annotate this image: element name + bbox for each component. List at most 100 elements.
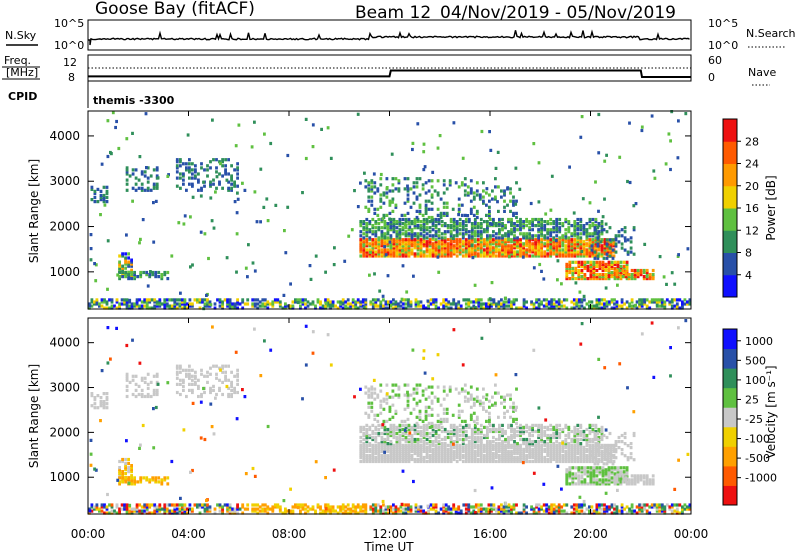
echo-cell (102, 404, 106, 408)
echo-cell (411, 141, 415, 145)
echo-cell (594, 445, 598, 449)
echo-cell (120, 503, 124, 507)
echo-cell (549, 440, 553, 444)
echo-cell (436, 213, 440, 217)
echo-cell (568, 266, 572, 270)
echo-cell (630, 306, 634, 310)
echo-cell (576, 236, 580, 240)
echo-cell (550, 306, 554, 310)
echo-cell (155, 388, 159, 392)
echo-cell (640, 128, 644, 133)
echo-cell (594, 442, 598, 446)
echo-cell (284, 251, 288, 255)
echo-cell (425, 254, 429, 258)
echo-cell (116, 273, 120, 277)
echo-cell (503, 395, 506, 399)
echo-cell (618, 304, 621, 308)
echo-cell (422, 150, 426, 154)
echo-cell (558, 250, 562, 254)
echo-cell (458, 222, 462, 226)
echo-cell (582, 232, 586, 236)
echo-cell (105, 505, 109, 509)
echo-cell (555, 248, 559, 252)
echo-cell (596, 444, 600, 448)
echo-cell (525, 234, 528, 238)
echo-cell (558, 248, 562, 252)
echo-cell (392, 431, 396, 436)
echo-cell (620, 228, 624, 232)
echo-cell (574, 476, 578, 480)
echo-cell (455, 240, 459, 244)
echo-cell (175, 170, 179, 174)
echo-cell (573, 437, 577, 442)
echo-cell (582, 250, 586, 254)
echo-cell (486, 246, 489, 250)
echo-cell (398, 427, 402, 432)
echo-cell (266, 219, 270, 223)
echo-cell (413, 234, 417, 238)
echo-cell (377, 442, 381, 446)
echo-cell (586, 260, 590, 264)
echo-cell (221, 158, 224, 162)
echo-cell (573, 226, 577, 230)
echo-cell (422, 224, 426, 228)
echo-cell (404, 244, 408, 248)
echo-cell (395, 242, 399, 246)
echo-cell (413, 226, 417, 230)
echo-cell (430, 385, 434, 389)
echo-cell (576, 423, 580, 427)
echo-cell (271, 302, 275, 306)
echo-cell (442, 304, 446, 308)
echo-cell (278, 300, 282, 304)
echo-cell (619, 270, 623, 275)
echo-cell (442, 411, 446, 415)
echo-cell (365, 252, 369, 256)
echo-cell (359, 222, 363, 226)
echo-cell (467, 300, 471, 304)
echo-cell (588, 429, 592, 434)
echo-cell (501, 431, 504, 436)
echo-cell (534, 429, 537, 434)
echo-cell (383, 425, 387, 429)
echo-cell (461, 425, 465, 429)
echo-cell (600, 449, 604, 453)
echo-cell (188, 158, 191, 162)
echo-cell (498, 425, 501, 429)
echo-cell (555, 226, 559, 230)
echo-cell (504, 451, 507, 456)
echo-cell (442, 306, 446, 310)
echo-cell (218, 298, 222, 302)
echo-cell (604, 222, 608, 226)
echo-cell (489, 240, 492, 244)
echo-cell (540, 242, 543, 246)
echo-cell (552, 298, 556, 302)
echo-cell (163, 302, 167, 306)
echo-cell (483, 252, 486, 256)
echo-cell (419, 232, 423, 236)
echo-cell (606, 451, 610, 456)
echo-cell (434, 429, 438, 434)
echo-cell (182, 384, 185, 388)
echo-cell (586, 264, 590, 268)
echo-cell (570, 449, 574, 453)
echo-cell (585, 459, 589, 464)
echo-cell (540, 246, 543, 250)
echo-cell (501, 217, 504, 222)
echo-cell (440, 244, 444, 248)
echo-cell (434, 246, 438, 250)
echo-cell (600, 220, 604, 224)
echo-cell (537, 433, 540, 438)
echo-cell (519, 433, 522, 438)
echo-cell (469, 211, 473, 215)
echo-cell (473, 246, 477, 250)
echo-cell (482, 405, 485, 409)
echo-cell (452, 429, 456, 434)
echo-cell (457, 197, 461, 201)
echo-cell (516, 433, 519, 438)
echo-cell (528, 238, 531, 242)
echo-cell (457, 409, 461, 413)
echo-cell (110, 304, 114, 308)
echo-cell (416, 442, 420, 446)
echo-cell (131, 392, 135, 397)
echo-cell (424, 409, 428, 413)
